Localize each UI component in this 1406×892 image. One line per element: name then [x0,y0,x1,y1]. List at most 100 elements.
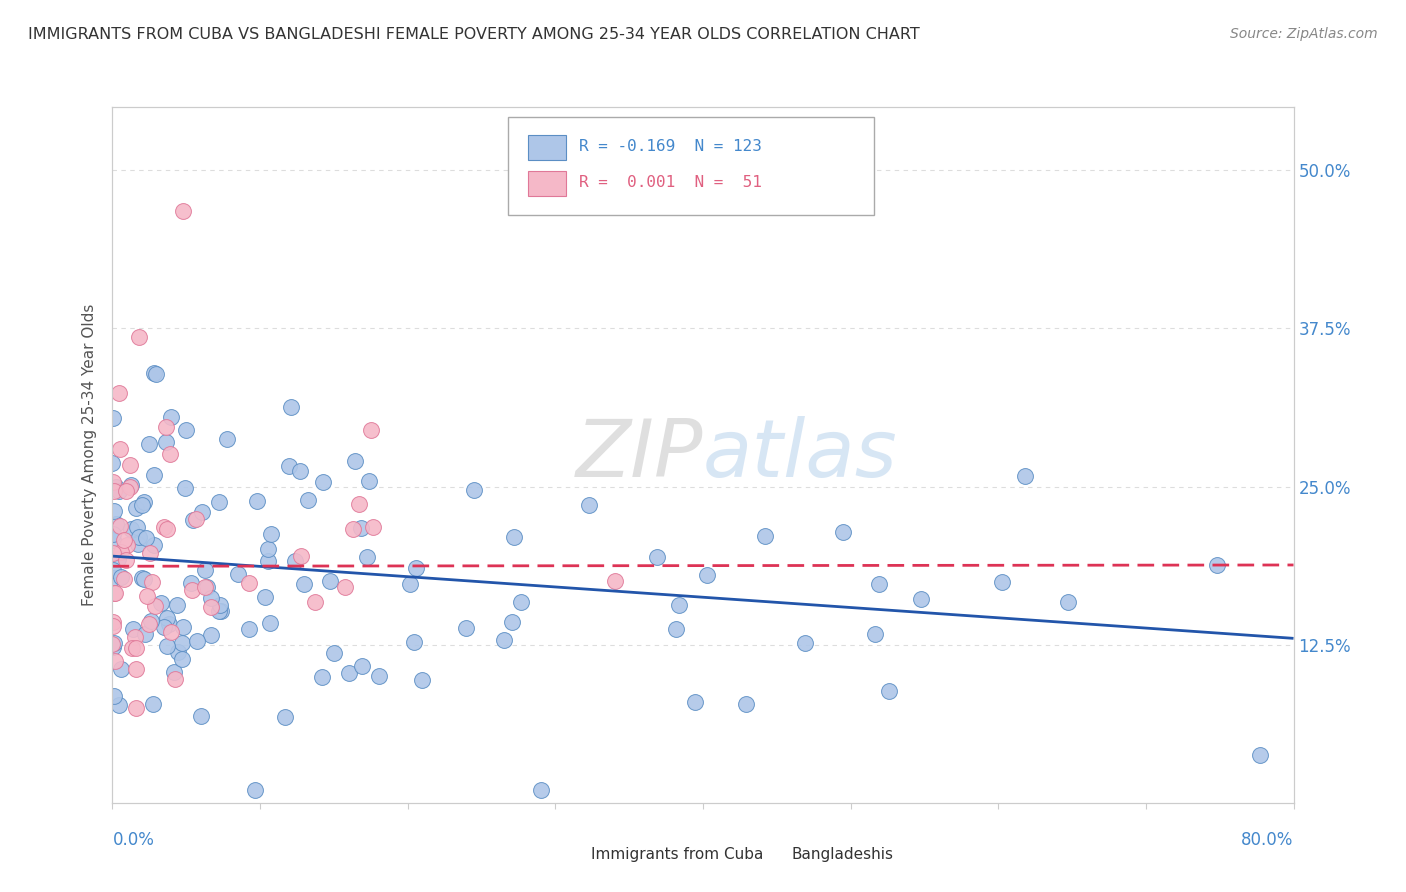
Point [863,627,886,641]
Point [280,401,302,415]
Text: Source: ZipAtlas.com: Source: ZipAtlas.com [1230,27,1378,41]
Point [172,652,194,666]
Point [352,659,374,673]
Point [868,576,890,591]
Point [349,497,371,511]
Point [101,615,124,630]
Point [344,453,367,467]
Point [832,524,855,539]
Point [103,563,125,577]
Point [217,433,239,447]
Point [139,614,162,628]
Point [104,585,127,599]
Point [138,616,160,631]
Point [194,563,217,577]
Point [103,585,125,599]
Point [167,645,190,659]
Point [361,520,384,534]
Point [174,481,197,495]
Point [304,595,326,609]
Point [405,561,427,575]
Point [1205,558,1227,572]
Point [257,554,280,568]
Point [368,669,391,683]
Point [356,550,378,565]
Point [149,596,172,610]
Point [502,530,524,544]
Point [181,513,204,527]
Point [226,567,249,582]
Point [278,459,301,474]
Point [125,520,148,534]
Point [311,670,333,684]
FancyBboxPatch shape [508,118,875,215]
Point [190,709,212,723]
Point [115,483,138,498]
Point [494,632,516,647]
Point [664,622,686,636]
Point [101,619,124,633]
Point [108,386,131,401]
Text: 0.0%: 0.0% [112,830,155,848]
Point [292,576,315,591]
Point [103,640,125,654]
Point [180,583,202,598]
Point [735,698,758,712]
Point [349,521,371,535]
Point [243,783,266,797]
Point [142,366,165,380]
Y-axis label: Female Poverty Among 25-34 Year Olds: Female Poverty Among 25-34 Year Olds [82,304,97,606]
Point [142,468,165,483]
Point [398,576,420,591]
Point [176,423,198,437]
Point [186,512,208,526]
Text: Bangladeshis: Bangladeshis [792,847,894,863]
Point [136,589,159,603]
Bar [529,171,567,195]
Point [910,591,932,606]
Point [120,522,142,536]
Point [131,498,153,512]
Point [793,636,815,650]
Point [134,572,156,586]
Point [288,464,311,478]
Point [273,709,295,723]
Point [135,531,157,545]
Point [101,411,124,425]
Point [145,367,167,381]
Point [115,538,138,552]
Point [101,527,124,541]
Point [101,475,124,489]
Point [101,637,124,651]
Point [603,574,626,588]
Point [1056,595,1078,609]
Text: IMMIGRANTS FROM CUBA VS BANGLADESHI FEMALE POVERTY AMONG 25-34 YEAR OLDS CORRELA: IMMIGRANTS FROM CUBA VS BANGLADESHI FEMA… [28,27,920,42]
Point [110,662,132,676]
Point [125,500,148,515]
Point [138,546,160,560]
Point [160,625,183,640]
Point [107,552,129,566]
Point [668,598,690,612]
Point [254,590,277,604]
Point [108,483,131,498]
Point [357,474,380,488]
Point [200,628,222,642]
Bar [529,136,567,160]
Point [297,493,319,508]
Point [127,537,149,551]
Point [578,498,600,512]
Point [159,448,181,462]
Point [186,633,208,648]
Point [238,622,260,636]
Text: Immigrants from Cuba: Immigrants from Cuba [591,847,763,863]
Text: 80.0%: 80.0% [1241,830,1294,848]
Point [155,611,177,625]
Point [108,698,131,712]
Point [134,627,156,641]
Point [115,553,138,567]
Point [112,533,135,547]
Point [194,580,217,594]
Point [290,549,312,563]
Point [180,576,202,591]
